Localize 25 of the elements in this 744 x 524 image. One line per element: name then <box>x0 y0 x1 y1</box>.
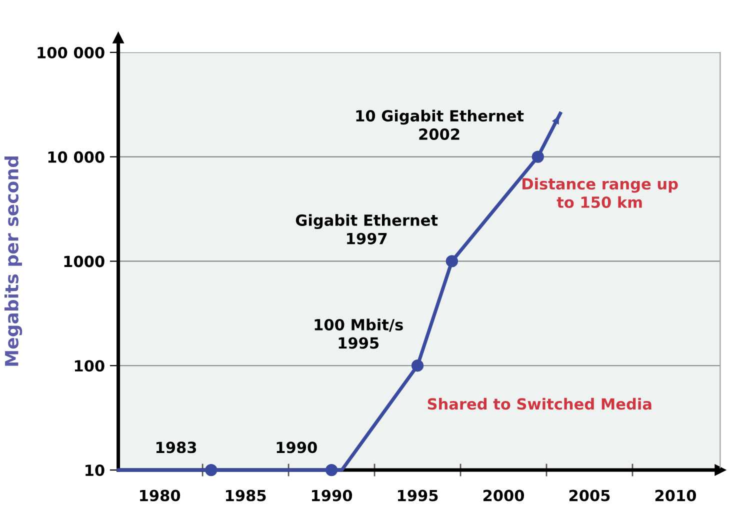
point <box>205 464 218 476</box>
annotation: Shared to Switched Media <box>428 398 652 410</box>
annotation: Distance range up to 150 km <box>522 178 678 208</box>
x-tick-label: 1980 <box>140 490 180 502</box>
x-tick-label: 2010 <box>655 490 696 502</box>
x-tick-label: 1995 <box>398 490 438 502</box>
y-tick-label: 10 <box>86 464 104 476</box>
point <box>325 464 338 476</box>
y-tick-label: 100 000 <box>38 46 104 58</box>
point <box>532 150 544 163</box>
y-tick-label: 10 000 <box>48 151 104 163</box>
annotation: 10 Gigabit Ethernet 2002 <box>356 110 524 140</box>
point <box>446 255 458 268</box>
annotation: Gigabit Ethernet 1997 <box>296 214 438 244</box>
annotation: 1983 <box>156 442 196 454</box>
annotation: 1990 <box>276 442 317 454</box>
y-tick-label: 100 <box>74 360 104 372</box>
x-tick-label: 2005 <box>569 490 610 502</box>
x-tick-label: 1990 <box>312 490 352 502</box>
x-tick-label: 2000 <box>483 490 524 502</box>
x-tick-label: 1985 <box>226 490 266 502</box>
y-axis-title: Megabits per second <box>4 156 22 366</box>
y-tick-label: 1000 <box>64 256 104 268</box>
annotation: 100 Mbit/s 1995 <box>314 318 403 349</box>
point <box>411 360 424 372</box>
